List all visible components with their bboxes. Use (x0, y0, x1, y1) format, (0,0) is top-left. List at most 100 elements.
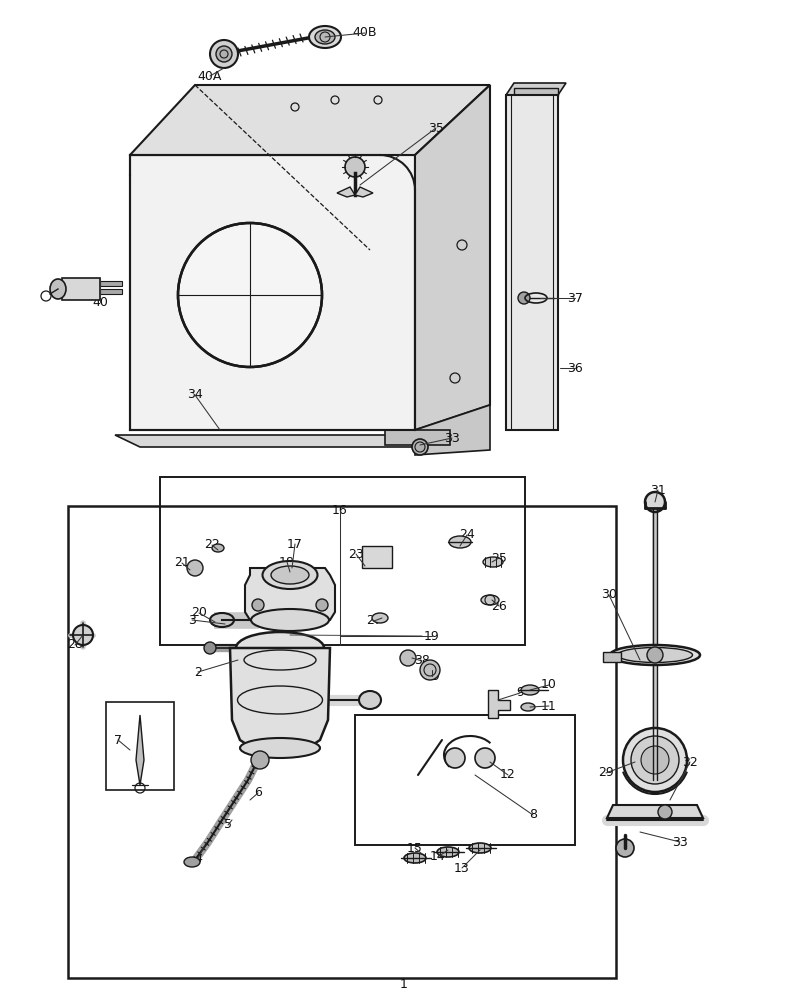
Ellipse shape (610, 645, 700, 665)
Text: 13: 13 (454, 861, 470, 874)
Circle shape (252, 599, 264, 611)
Text: 6: 6 (254, 786, 262, 800)
Polygon shape (337, 187, 355, 197)
Ellipse shape (404, 853, 426, 863)
Text: 1: 1 (400, 978, 408, 992)
Bar (506, 95, 558, 430)
Ellipse shape (309, 26, 341, 48)
Bar (62, 278, 100, 300)
Circle shape (73, 625, 93, 645)
Text: 40B: 40B (353, 26, 377, 39)
Circle shape (400, 650, 416, 666)
Text: 20: 20 (191, 606, 207, 619)
Circle shape (216, 46, 232, 62)
Text: 11: 11 (541, 700, 557, 712)
Text: 23: 23 (348, 548, 364, 560)
Text: 2: 2 (194, 666, 202, 678)
Polygon shape (415, 85, 490, 430)
Ellipse shape (236, 632, 324, 664)
Polygon shape (415, 405, 490, 455)
Ellipse shape (263, 561, 318, 589)
Circle shape (251, 751, 269, 769)
Ellipse shape (210, 613, 234, 627)
Ellipse shape (469, 843, 491, 853)
Text: 35: 35 (428, 121, 444, 134)
Text: 24: 24 (459, 528, 475, 542)
Circle shape (445, 748, 465, 768)
Polygon shape (488, 690, 510, 718)
Polygon shape (245, 568, 335, 620)
Circle shape (641, 746, 669, 774)
Polygon shape (607, 805, 703, 818)
Ellipse shape (184, 857, 200, 867)
Ellipse shape (359, 691, 381, 709)
Circle shape (420, 660, 440, 680)
Text: 38: 38 (414, 654, 430, 668)
Text: 12: 12 (500, 768, 516, 782)
Text: 36: 36 (567, 361, 583, 374)
Bar (106, 702, 174, 790)
Polygon shape (514, 88, 558, 96)
Ellipse shape (372, 613, 388, 623)
Text: 25: 25 (491, 552, 507, 564)
Bar (160, 477, 525, 645)
Circle shape (616, 839, 634, 857)
Text: 28: 28 (67, 639, 83, 652)
Circle shape (623, 728, 687, 792)
Polygon shape (385, 430, 450, 445)
Text: 17: 17 (287, 538, 303, 550)
Text: 8: 8 (529, 808, 537, 822)
Text: 3: 3 (188, 613, 196, 626)
Circle shape (518, 292, 530, 304)
Ellipse shape (271, 566, 309, 584)
Text: 19: 19 (424, 630, 440, 643)
Ellipse shape (315, 30, 335, 44)
Ellipse shape (240, 738, 320, 758)
Polygon shape (136, 715, 144, 785)
Text: 15: 15 (407, 842, 423, 854)
Text: 14: 14 (430, 850, 446, 863)
Text: 32: 32 (682, 756, 698, 768)
Circle shape (658, 805, 672, 819)
Circle shape (345, 157, 365, 177)
Ellipse shape (437, 847, 459, 857)
Circle shape (178, 223, 322, 367)
Text: 33: 33 (672, 836, 688, 848)
Circle shape (412, 439, 428, 455)
Text: 4: 4 (194, 852, 202, 864)
Ellipse shape (50, 279, 66, 299)
Circle shape (316, 599, 328, 611)
Circle shape (631, 736, 679, 784)
Bar (68, 506, 616, 978)
Text: 31: 31 (650, 484, 666, 496)
Text: 22: 22 (204, 538, 220, 552)
Text: 5: 5 (224, 818, 232, 832)
Ellipse shape (521, 703, 535, 711)
Polygon shape (355, 187, 373, 197)
Circle shape (475, 748, 495, 768)
Ellipse shape (449, 536, 471, 548)
Text: 10: 10 (541, 678, 557, 692)
Polygon shape (506, 83, 566, 95)
Text: 33: 33 (444, 432, 460, 444)
Bar (362, 546, 392, 568)
Text: 21: 21 (175, 556, 190, 570)
Text: 18: 18 (279, 556, 295, 568)
Ellipse shape (521, 685, 539, 695)
Bar (355, 715, 575, 845)
Text: 37: 37 (567, 292, 583, 304)
Ellipse shape (212, 544, 224, 552)
Bar (100, 289, 122, 294)
Polygon shape (130, 155, 415, 430)
Circle shape (647, 647, 663, 663)
Text: 34: 34 (187, 388, 203, 401)
Text: 39: 39 (424, 670, 440, 682)
Text: 7: 7 (114, 734, 122, 746)
Polygon shape (230, 648, 330, 748)
Text: 26: 26 (491, 599, 507, 612)
Circle shape (210, 40, 238, 68)
Circle shape (204, 642, 216, 654)
Ellipse shape (483, 557, 503, 567)
Ellipse shape (251, 609, 329, 631)
Circle shape (187, 560, 203, 576)
